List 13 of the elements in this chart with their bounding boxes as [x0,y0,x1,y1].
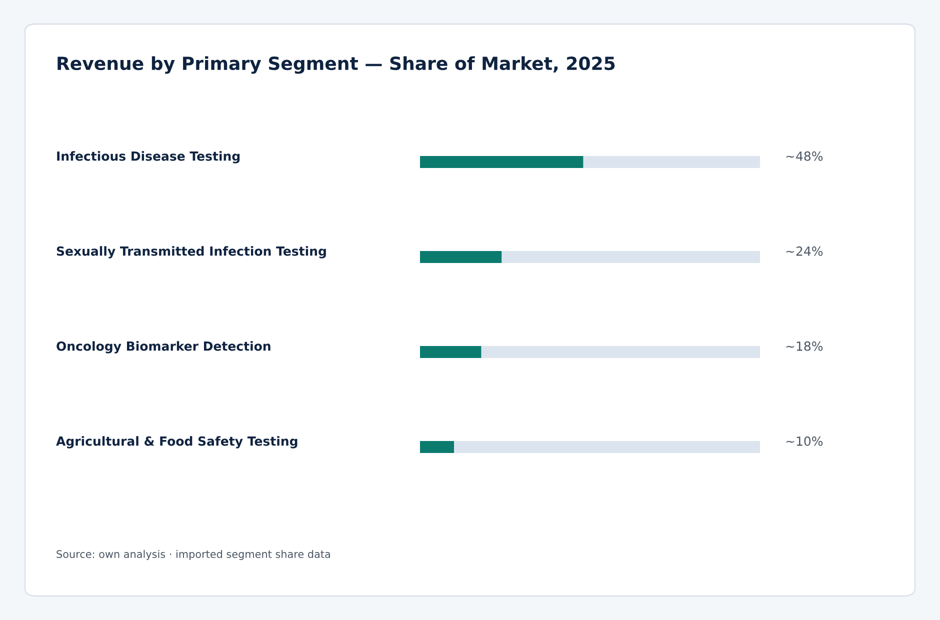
y-tick-label: Sexually Transmitted Infection Testing [56,246,326,258]
bar [420,346,482,358]
data-label: ~48% [786,151,823,161]
chart-title: Revenue by Primary Segment — Share of Market, 2025 [58,56,615,74]
data-label: ~18% [786,341,823,351]
data-label: ~10% [786,436,823,446]
y-tick-label: Oncology Biomarker Detection [56,341,270,354]
bar [420,441,454,453]
y-tick-label: Agricultural & Food Safety Testing [56,436,298,448]
bar [420,251,502,263]
y-tick-label: Infectious Disease Testing [57,151,240,164]
data-label: ~24% [786,246,823,256]
source-note: Source: own analysis · imported segment share data [56,550,330,560]
